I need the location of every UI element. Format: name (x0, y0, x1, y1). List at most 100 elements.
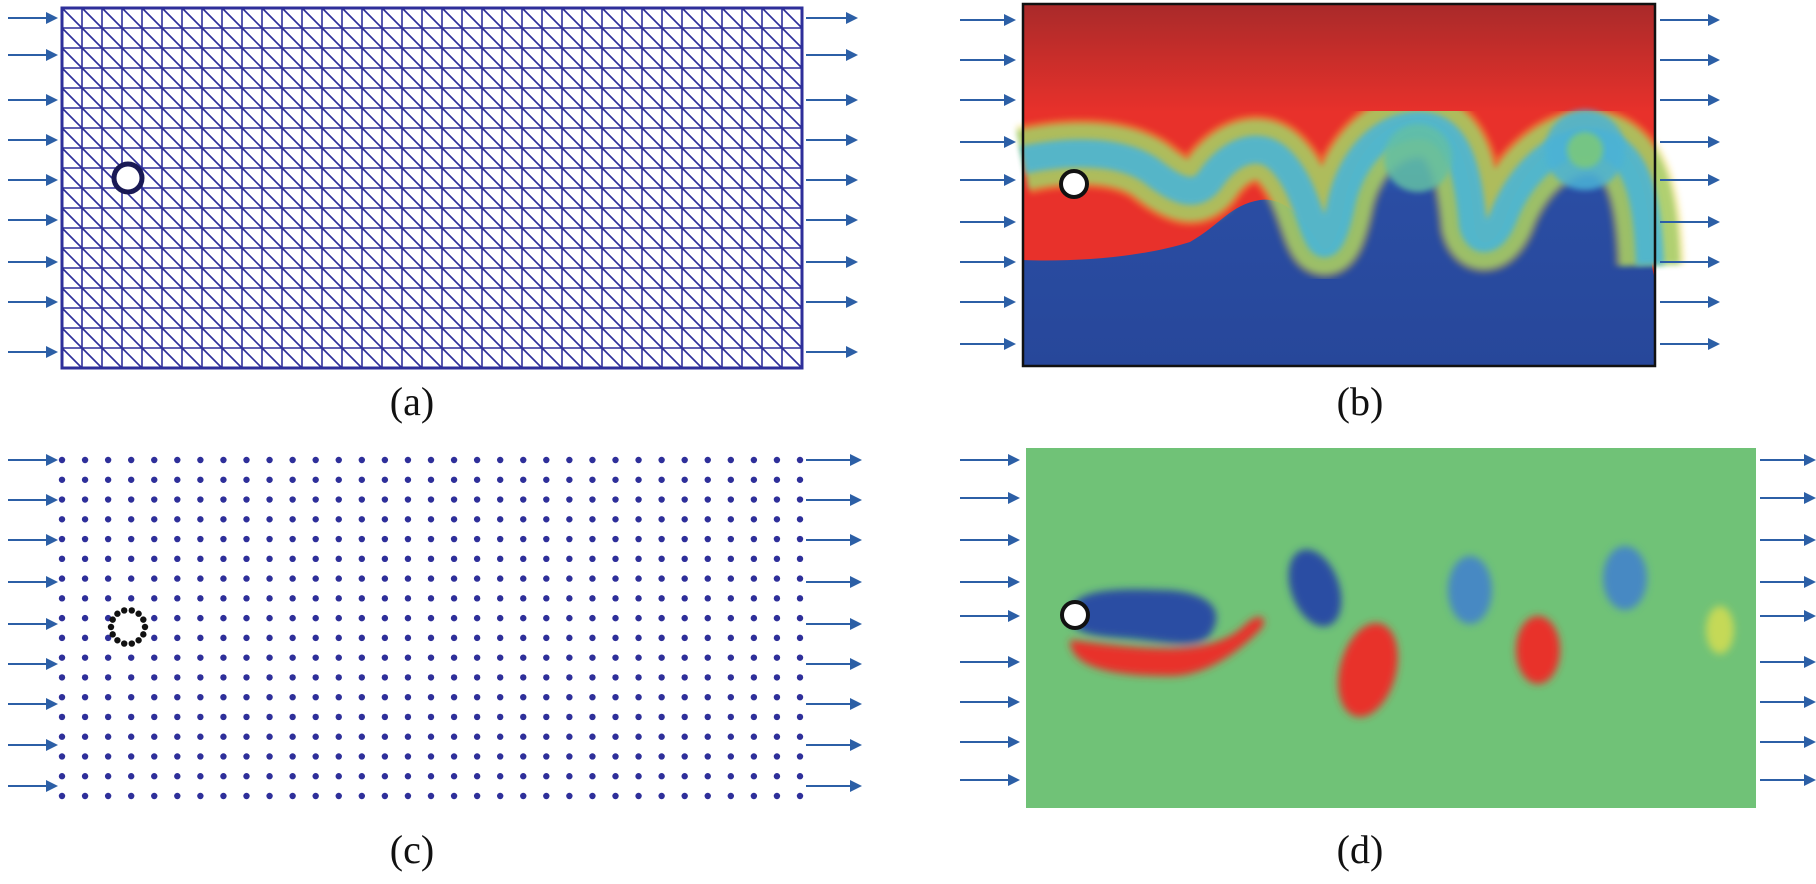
outlet-b-arrow-2 (1660, 54, 1720, 66)
particle-grid-diagram (8, 454, 862, 800)
outlet-c-arrow-7 (806, 698, 862, 710)
inlet-c-arrow-4 (8, 576, 58, 588)
vortex-negative-3 (1603, 546, 1647, 610)
inlet-d-arrow-5 (960, 610, 1020, 622)
triangular-mesh-diagram (8, 6, 858, 370)
inlet-a-arrow-3 (8, 94, 58, 106)
cylinder-obstacle (1060, 600, 1090, 630)
inlet-a-arrow-9 (8, 346, 58, 358)
outlet-b-arrow-8 (1660, 296, 1720, 308)
panel-b (960, 0, 1816, 400)
inlet-b-arrow-2 (960, 54, 1016, 66)
outlet-b-arrow-4 (1660, 136, 1720, 148)
vortex-negative-1 (1288, 549, 1342, 627)
outlet-d-arrow-8 (1760, 736, 1816, 748)
inlet-a-arrow-5 (8, 174, 58, 186)
outlet-a-arrow-8 (806, 296, 858, 308)
inlet-d-arrow-9 (960, 774, 1020, 786)
panel-a (0, 0, 880, 400)
inlet-a-arrow-8 (8, 296, 58, 308)
panel-c (0, 440, 880, 820)
outlet-a-arrow-1 (806, 12, 858, 24)
vortex-positive-1 (1338, 623, 1398, 717)
inlet-a-arrow-6 (8, 214, 58, 226)
field-border-b (1021, 2, 1657, 368)
scalar-field-diagram (960, 2, 1720, 368)
particle-dots (58, 456, 804, 800)
vorticity-field-diagram (960, 448, 1816, 808)
outlet-b-arrow-7 (1660, 256, 1720, 268)
outlet-a-arrow-9 (806, 346, 858, 358)
inlet-b-arrow-8 (960, 296, 1016, 308)
inlet-c-arrow-1 (8, 454, 58, 466)
cylinder-boundary-particles (107, 607, 149, 647)
caption-b: (b) (1336, 379, 1384, 424)
outlet-a-arrow-6 (806, 214, 858, 226)
outlet-b-arrow-3 (1660, 94, 1720, 106)
shear-layer-negative (1070, 589, 1217, 644)
outlet-a-arrow-2 (806, 49, 858, 61)
outlet-a-arrow-5 (806, 174, 858, 186)
outlet-d-arrow-1 (1760, 454, 1816, 466)
outlet-d-arrow-6 (1760, 656, 1816, 668)
inlet-b-arrow-6 (960, 216, 1016, 228)
outlet-a-arrow-3 (806, 94, 858, 106)
outlet-c-arrow-5 (806, 618, 862, 630)
inlet-d-arrow-8 (960, 736, 1020, 748)
inlet-c-arrow-6 (8, 658, 58, 670)
outlet-c-arrow-6 (806, 658, 862, 670)
outlet-c-arrow-9 (806, 780, 862, 792)
outlet-c-arrow-8 (806, 739, 862, 751)
vortex-positive-2 (1516, 616, 1560, 684)
outlet-d-arrow-3 (1760, 534, 1816, 546)
inlet-d-arrow-6 (960, 656, 1020, 668)
inlet-a-arrow-7 (8, 256, 58, 268)
outlet-d-arrow-2 (1760, 492, 1816, 504)
panel-d (960, 440, 1816, 820)
inlet-d-arrow-2 (960, 492, 1020, 504)
cylinder-obstacle (1059, 169, 1089, 199)
outlet-b-arrow-1 (1660, 14, 1720, 26)
shear-layer-positive (1070, 616, 1265, 676)
outlet-d-arrow-7 (1760, 696, 1816, 708)
outlet-d-arrow-9 (1760, 774, 1816, 786)
inlet-c-arrow-3 (8, 534, 58, 546)
outlet-a-arrow-4 (806, 134, 858, 146)
cylinder-obstacle (111, 161, 145, 195)
outlet-b-arrow-9 (1660, 338, 1720, 350)
inlet-a-arrow-4 (8, 134, 58, 146)
vortex-street (1070, 546, 1734, 717)
inlet-c-arrow-9 (8, 780, 58, 792)
caption-d: (d) (1336, 827, 1384, 872)
outlet-d-arrow-5 (1760, 610, 1816, 622)
mesh-border (60, 6, 804, 370)
inlet-a-arrow-2 (8, 49, 58, 61)
inlet-b-arrow-4 (960, 136, 1016, 148)
vortex-negative-2 (1448, 556, 1492, 624)
inlet-d-arrow-3 (960, 534, 1020, 546)
caption-c: (c) (389, 827, 435, 872)
inlet-c-arrow-7 (8, 698, 58, 710)
inlet-d-arrow-1 (960, 454, 1020, 466)
inlet-c-arrow-8 (8, 739, 58, 751)
inlet-d-arrow-7 (960, 696, 1020, 708)
inlet-c-arrow-5 (8, 618, 58, 630)
inlet-b-arrow-3 (960, 94, 1016, 106)
caption-a: (a) (389, 379, 435, 424)
vortex-core-2 (1567, 132, 1603, 168)
outlet-c-arrow-4 (806, 576, 862, 588)
outlet-c-arrow-2 (806, 494, 862, 506)
outlet-d-arrow-4 (1760, 576, 1816, 588)
inlet-d-arrow-4 (960, 576, 1020, 588)
outlet-a-arrow-7 (806, 256, 858, 268)
outlet-c-arrow-1 (806, 454, 862, 466)
inlet-a-arrow-1 (8, 12, 58, 24)
vortex-positive-3 (1706, 606, 1734, 654)
outlet-b-arrow-5 (1660, 174, 1720, 186)
inlet-b-arrow-1 (960, 14, 1016, 26)
outlet-c-arrow-3 (806, 534, 862, 546)
inlet-c-arrow-2 (8, 494, 58, 506)
inlet-b-arrow-5 (960, 174, 1016, 186)
inlet-b-arrow-9 (960, 338, 1016, 350)
inlet-b-arrow-7 (960, 256, 1016, 268)
